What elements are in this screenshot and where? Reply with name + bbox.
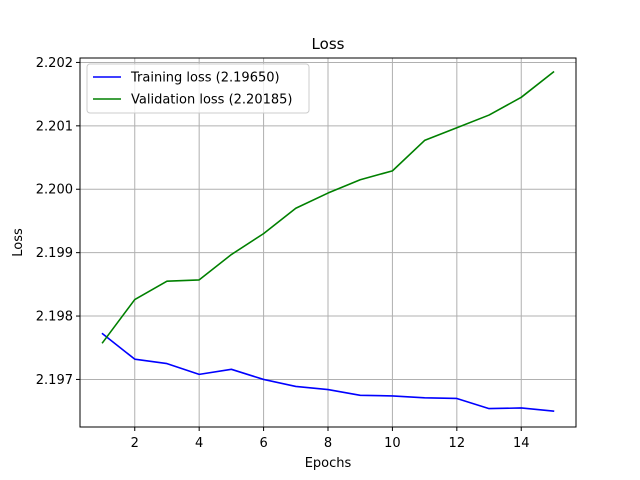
x-tick-label: 4 bbox=[195, 436, 203, 451]
validation-loss-line bbox=[101, 70, 555, 344]
y-axis-label: Loss bbox=[11, 228, 26, 257]
y-tick-label: 2.201 bbox=[36, 119, 73, 134]
y-tick-label: 2.200 bbox=[36, 183, 73, 198]
legend: Training loss (2.19650) Validation loss (… bbox=[86, 63, 310, 114]
legend-box bbox=[86, 63, 310, 114]
legend-label: Validation loss (2.20185) bbox=[131, 93, 292, 108]
grid-lines bbox=[80, 58, 576, 427]
x-tick-label: 10 bbox=[384, 436, 401, 451]
x-tick-label: 12 bbox=[449, 436, 466, 451]
series-lines bbox=[101, 70, 555, 413]
y-tick-label: 2.199 bbox=[36, 246, 73, 261]
legend-label: Training loss (2.19650) bbox=[130, 71, 280, 86]
x-tick-label: 6 bbox=[259, 436, 267, 451]
y-tick-label: 2.202 bbox=[36, 56, 73, 71]
x-tick-label: 2 bbox=[131, 436, 139, 451]
axis-ticks: 2 4 6 8 10 12 14 2.197 2.198 2.199 2.200 2.201 2.202 bbox=[36, 56, 530, 451]
training-loss-line bbox=[101, 332, 555, 413]
x-axis-label: Epochs bbox=[305, 456, 352, 471]
x-tick-label: 14 bbox=[513, 436, 530, 451]
x-tick-label: 8 bbox=[324, 436, 332, 451]
y-tick-label: 2.197 bbox=[36, 373, 73, 388]
chart-title: Loss bbox=[312, 35, 345, 53]
y-tick-label: 2.198 bbox=[36, 310, 73, 325]
